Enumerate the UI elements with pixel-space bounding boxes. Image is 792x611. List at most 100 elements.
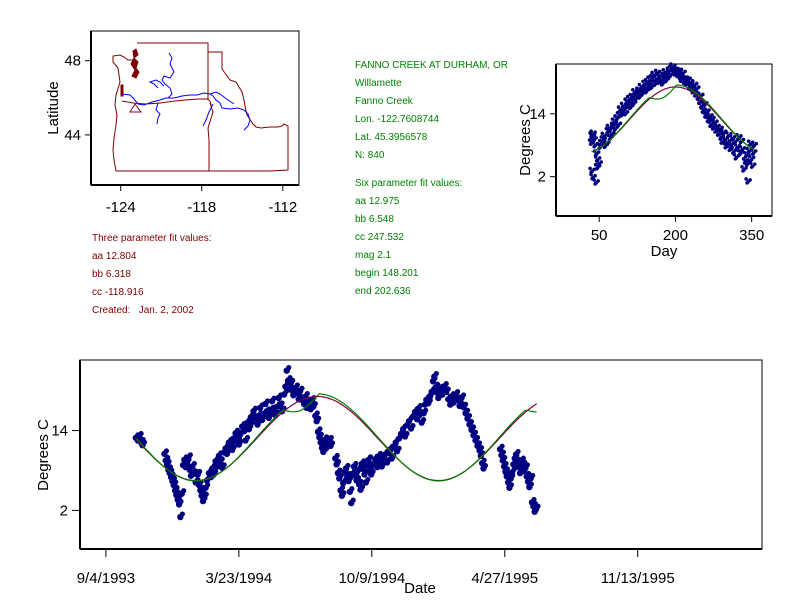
data-point: [588, 166, 592, 171]
data-point: [290, 377, 296, 383]
data-point: [752, 162, 757, 166]
data-point: [616, 105, 621, 109]
data-point: [314, 410, 320, 416]
data-point: [187, 452, 193, 458]
data-point: [178, 498, 184, 505]
data-point: [474, 434, 481, 441]
data-point: [718, 137, 722, 141]
data-point: [476, 440, 483, 446]
station-n: N: 840: [355, 150, 385, 161]
data-point: [730, 147, 734, 151]
data-point: [720, 125, 724, 130]
data-point: [592, 178, 596, 182]
six-param-mag: mag 2.1: [355, 250, 392, 261]
data-point: [478, 444, 485, 451]
data-point: [593, 173, 597, 178]
data-point: [619, 113, 623, 118]
y-tick-label: 2: [538, 169, 546, 186]
data-point: [702, 104, 706, 108]
data-point: [699, 106, 704, 110]
station-basin: Willamette: [355, 78, 402, 89]
data-point: [753, 149, 758, 153]
data-point: [341, 490, 347, 496]
data-point: [744, 177, 748, 181]
ts-fit-lines: [135, 393, 538, 482]
data-point: [745, 146, 749, 151]
data-point: [615, 124, 620, 129]
data-point: [639, 93, 644, 97]
three-param-info: Three parameter fit values: aa 12.804 bb…: [92, 233, 212, 316]
data-point: [165, 454, 171, 461]
data-point: [611, 121, 616, 125]
data-point: [594, 136, 598, 140]
data-point: [312, 400, 318, 407]
data-point: [370, 468, 376, 475]
data-point: [701, 92, 705, 97]
data-point: [334, 452, 340, 459]
data-point: [716, 124, 720, 129]
data-point: [594, 166, 599, 171]
data-point: [203, 491, 209, 497]
data-point: [619, 101, 624, 106]
data-point: [748, 161, 753, 165]
data-point: [620, 104, 625, 109]
data-point: [733, 143, 738, 147]
x-tick-label: 200: [663, 227, 688, 244]
data-point: [661, 68, 666, 72]
data-point: [335, 458, 342, 465]
data-point: [650, 70, 654, 75]
data-point: [706, 112, 710, 116]
data-point: [138, 430, 144, 437]
data-point: [720, 132, 725, 136]
data-point: [747, 154, 752, 159]
station-lat: Lat. 45.3956578: [355, 132, 428, 143]
data-point: [625, 109, 630, 114]
data-point: [632, 98, 637, 102]
day-of-year-chart: 50 200 350 14 2 Day Degrees C: [517, 62, 773, 260]
x-tick-label: 50: [591, 227, 608, 244]
data-point: [601, 135, 606, 140]
data-point: [677, 75, 682, 79]
snake-yakima-river: [209, 91, 235, 105]
y-tick-label: 14: [529, 106, 546, 123]
data-point: [359, 484, 366, 490]
data-point: [625, 94, 630, 99]
data-point: [744, 166, 748, 170]
data-point: [466, 412, 473, 419]
data-point: [667, 75, 672, 79]
data-point: [328, 434, 334, 441]
data-point: [738, 145, 743, 149]
data-point: [618, 109, 622, 114]
map-frame: [90, 30, 300, 186]
data-point: [508, 482, 515, 488]
data-point: [684, 75, 688, 79]
data-point: [597, 156, 602, 160]
station-name: FANNO CREEK AT DURHAM, OR: [355, 60, 508, 71]
six-param-bb: bb 6.548: [355, 214, 394, 225]
data-point: [609, 133, 613, 138]
data-point: [748, 178, 752, 182]
x-tick-label: 4/27/1995: [471, 570, 538, 587]
data-point: [435, 381, 441, 387]
data-point: [742, 150, 747, 155]
data-point: [611, 124, 616, 128]
data-point: [648, 86, 653, 91]
data-point: [470, 424, 477, 430]
data-point: [739, 134, 743, 138]
site-map: -124 -118 -112 48 44 Latitude: [45, 30, 300, 216]
six-param-begin: begin 148.201: [355, 268, 419, 279]
six-param-aa: aa 12.975: [355, 196, 400, 207]
data-point: [504, 466, 511, 472]
data-point: [669, 62, 673, 66]
data-point: [316, 415, 322, 421]
data-point: [622, 112, 627, 117]
data-point: [472, 429, 479, 435]
data-point: [589, 129, 593, 133]
grays-harbor: [120, 84, 124, 97]
data-point: [731, 137, 736, 141]
data-point: [433, 371, 439, 377]
data-point: [743, 154, 748, 159]
data-point: [299, 385, 305, 391]
data-point: [443, 381, 449, 387]
